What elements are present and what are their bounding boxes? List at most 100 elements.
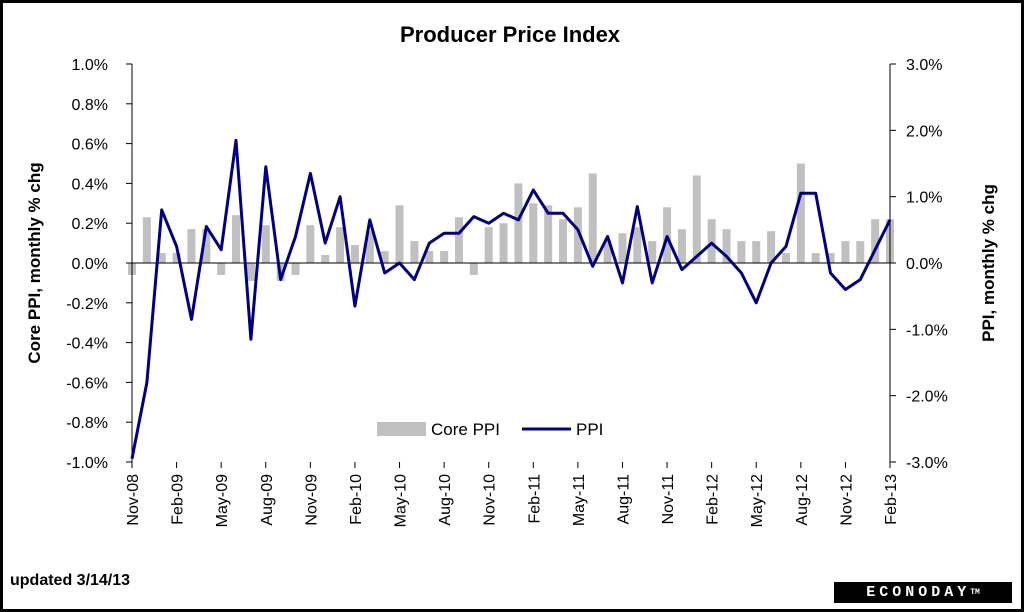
axis-labels: 1.0% 0.8% 0.6% 0.4% 0.2% 0.0% -0.2% -0.4% -0.6% -… [66, 57, 948, 527]
legend: Core PPI PPI [377, 420, 603, 439]
core-ppi-bar [722, 229, 731, 263]
core-ppi-bar [573, 207, 582, 263]
core-ppi-bar [841, 241, 850, 263]
core-ppi-bar [856, 241, 865, 263]
legend-ppi-label: PPI [576, 420, 603, 439]
core-ppi-bar [618, 233, 627, 263]
right-tick-label: 3.0% [906, 57, 942, 74]
core-ppi-bar [469, 263, 478, 275]
x-tick-label: Nov-08 [125, 474, 142, 526]
core-ppi-bar [172, 253, 181, 263]
core-ppi-bar [484, 227, 493, 263]
left-tick-label: 0.2% [72, 216, 108, 233]
core-ppi-bar [246, 263, 255, 281]
left-axis-label: Core PPI, monthly % chg [25, 162, 44, 363]
core-ppi-bar [529, 203, 538, 263]
core-ppi-bar [157, 253, 166, 263]
x-tick-label: Feb-12 [705, 474, 722, 525]
x-tick-label: Nov-09 [303, 474, 320, 526]
core-ppi-bar [871, 219, 880, 263]
right-axis-label: PPI, monthly % chg [979, 184, 998, 342]
core-ppi-bar [454, 217, 463, 263]
left-tick-label: 0.6% [72, 137, 108, 154]
right-tick-label: 0.0% [906, 256, 942, 273]
core-ppi-bar [633, 227, 642, 263]
core-ppi-bar [514, 183, 523, 263]
core-ppi-bar [737, 241, 746, 263]
legend-core-ppi-swatch [377, 422, 426, 436]
core-ppi-bar [350, 245, 359, 263]
left-tick-label: -0.2% [66, 296, 108, 313]
econoday-logo: ECONODAYTM [834, 582, 1012, 603]
core-ppi-bar [142, 217, 151, 263]
brand-text: ECONODAY [866, 584, 971, 601]
core-ppi-bar [440, 251, 449, 263]
right-tick-label: -3.0% [906, 455, 948, 472]
right-tick-label: -2.0% [906, 389, 948, 406]
core-ppi-bar [707, 219, 716, 263]
x-tick-label: Feb-11 [526, 474, 543, 524]
x-tick-label: Aug-10 [437, 474, 454, 526]
core-ppi-bar [336, 227, 345, 263]
x-tick-label: May-10 [393, 474, 410, 527]
left-tick-label: -1.0% [66, 455, 108, 472]
left-tick-label: 0.0% [72, 256, 108, 273]
x-tick-label: Nov-10 [482, 474, 499, 526]
chart-title: Producer Price Index [400, 22, 621, 47]
left-tick-label: -0.6% [66, 375, 108, 392]
core-ppi-bar [321, 255, 330, 263]
left-tick-label: 0.8% [72, 97, 108, 114]
core-ppi-bar [202, 229, 211, 263]
core-ppi-bar [677, 229, 686, 263]
left-tick-label: 0.4% [72, 176, 108, 193]
x-tick-label: Aug-11 [615, 474, 632, 525]
axes [126, 63, 896, 468]
x-tick-label: Nov-12 [838, 474, 855, 526]
x-tick-label: May-12 [749, 474, 766, 527]
ppi-line [130, 138, 892, 459]
core-ppi-bar [217, 263, 226, 275]
x-tick-label: Aug-12 [794, 474, 811, 526]
x-tick-label: May-11 [571, 474, 588, 526]
core-ppi-bar [306, 225, 315, 263]
core-ppi-bar [588, 173, 597, 263]
right-tick-label: -1.0% [906, 322, 948, 339]
ppi-line-layer [130, 138, 892, 459]
left-tick-label: -0.4% [66, 336, 108, 353]
core-ppi-bar [811, 253, 820, 263]
core-ppi-bar [410, 241, 419, 263]
core-ppi-bar [261, 225, 270, 263]
core-ppi-bar [752, 241, 761, 263]
core-ppi-bar [559, 219, 568, 263]
core-ppi-bar [781, 253, 790, 263]
core-ppi-bar [544, 205, 553, 263]
x-tick-label: May-09 [214, 474, 231, 527]
core-ppi-bar [395, 205, 404, 263]
core-ppi-bar [291, 263, 300, 275]
core-ppi-bar [187, 229, 196, 263]
left-tick-label: -0.8% [66, 415, 108, 432]
legend-core-ppi-label: Core PPI [431, 420, 500, 439]
x-tick-label: Feb-13 [883, 474, 900, 525]
core-ppi-bar [796, 163, 805, 263]
right-tick-label: 2.0% [906, 123, 942, 140]
core-ppi-bar [648, 241, 657, 263]
left-tick-label: 1.0% [72, 57, 108, 74]
x-tick-label: Feb-10 [348, 474, 365, 525]
x-tick-label: Feb-09 [170, 474, 187, 525]
core-ppi-bar [692, 175, 701, 263]
core-ppi-bar [365, 231, 374, 263]
right-tick-label: 1.0% [906, 190, 942, 207]
core-ppi-bar [826, 253, 835, 263]
core-ppi-bar [425, 251, 434, 263]
core-ppi-bar [499, 223, 508, 263]
brand-tm: TM [970, 588, 980, 597]
updated-note: updated 3/14/13 [10, 572, 131, 589]
core-ppi-bar [603, 241, 612, 263]
x-tick-label: Nov-11 [660, 474, 677, 524]
core-ppi-bar [232, 215, 241, 263]
x-tick-label: Aug-09 [259, 474, 276, 526]
core-ppi-bar [380, 251, 389, 263]
